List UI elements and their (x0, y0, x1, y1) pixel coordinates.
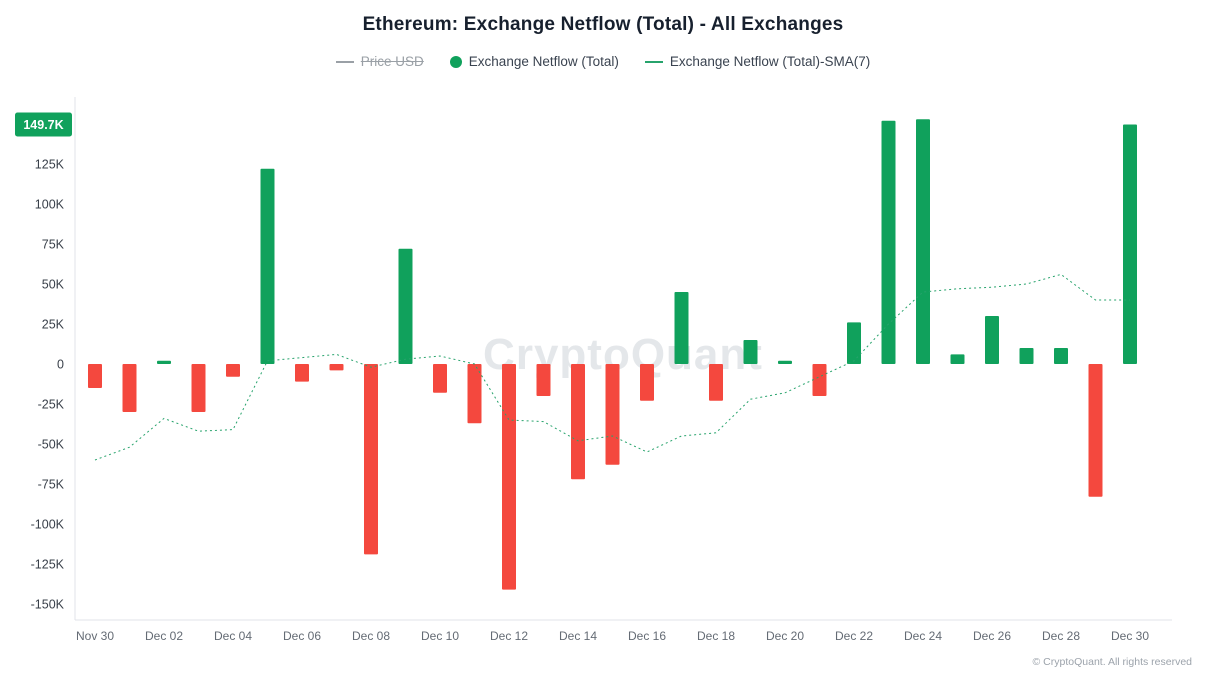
netflow-bar[interactable] (674, 292, 689, 364)
sma-line (94, 273, 1130, 461)
legend-label-sma: Exchange Netflow (Total)-SMA(7) (669, 54, 871, 69)
netflow-bar[interactable] (433, 364, 447, 393)
y-axis-labels: 125K 100K 75K 50K 25K 0 -25K -50K -75K -100K -125K… (31, 158, 65, 612)
y-tick-label: -150K (31, 598, 65, 612)
y-tick-label: 25K (42, 318, 65, 332)
x-tick-label: Dec 12 (490, 629, 528, 643)
y-tick-label: -50K (38, 438, 65, 452)
y-tick-label: -75K (38, 478, 65, 492)
netflow-dot-icon (449, 55, 462, 68)
netflow-bar[interactable] (881, 120, 896, 364)
chart-title: Ethereum: Exchange Netflow (Total) - All… (362, 14, 844, 35)
legend-label-price-usd: Price USD (360, 54, 424, 69)
netflow-bar[interactable] (329, 364, 344, 371)
x-tick-label: Dec 28 (1042, 629, 1080, 643)
legend-item-price-usd[interactable]: Price USD (335, 54, 424, 69)
netflow-bars (88, 119, 1137, 590)
x-tick-label: Dec 16 (628, 629, 666, 643)
netflow-bar[interactable] (536, 364, 551, 396)
x-tick-label: Nov 30 (76, 629, 114, 643)
netflow-bar[interactable] (467, 364, 482, 424)
y-tick-label: -25K (38, 398, 65, 412)
netflow-bar[interactable] (950, 354, 965, 364)
y-tick-label: 0 (57, 358, 64, 372)
netflow-bar[interactable] (260, 168, 275, 364)
legend-item-sma[interactable]: Exchange Netflow (Total)-SMA(7) (644, 54, 871, 69)
x-tick-label: Dec 26 (973, 629, 1011, 643)
badge-value: 149.7K (23, 118, 63, 132)
x-tick-label: Dec 04 (214, 629, 252, 643)
y-tick-label: 125K (35, 158, 65, 172)
netflow-bar[interactable] (571, 364, 585, 480)
sma-line-icon (644, 60, 663, 63)
x-tick-label: Dec 18 (697, 629, 735, 643)
netflow-bar[interactable] (985, 316, 999, 364)
badge-background (15, 112, 72, 137)
latest-value-badge: 149.7K (15, 112, 72, 137)
x-axis-labels: Nov 30 Dec 02 Dec 04 Dec 06 Dec 08 Dec 10 Dec … (76, 629, 1149, 643)
netflow-bar[interactable] (743, 340, 758, 364)
x-tick-label: Dec 24 (904, 629, 942, 643)
netflow-bar[interactable] (502, 364, 516, 590)
x-tick-label: Dec 10 (421, 629, 459, 643)
x-tick-label: Dec 02 (145, 629, 183, 643)
x-tick-label: Dec 08 (352, 629, 390, 643)
netflow-bar[interactable] (1088, 364, 1103, 497)
y-tick-label: -125K (31, 558, 65, 572)
netflow-bar[interactable] (88, 364, 102, 388)
netflow-bar[interactable] (709, 364, 723, 401)
x-tick-label: Dec 20 (766, 629, 804, 643)
copyright: © CryptoQuant. All rights reserved (1032, 656, 1192, 668)
netflow-bar[interactable] (847, 322, 861, 364)
netflow-bar[interactable] (916, 119, 930, 364)
netflow-bar[interactable] (122, 364, 137, 412)
price-usd-line-icon (335, 60, 354, 63)
netflow-bar[interactable] (1123, 124, 1137, 364)
y-tick-label: 100K (35, 198, 65, 212)
netflow-bar[interactable] (364, 364, 378, 555)
legend-item-netflow[interactable]: Exchange Netflow (Total) (449, 54, 619, 69)
y-tick-label: -100K (31, 518, 65, 532)
x-tick-label: Dec 06 (283, 629, 321, 643)
x-tick-label: Dec 22 (835, 629, 873, 643)
x-tick-label: Dec 14 (559, 629, 597, 643)
netflow-bar[interactable] (226, 364, 240, 377)
netflow-bar[interactable] (295, 364, 309, 382)
netflow-bar[interactable] (1019, 348, 1034, 364)
y-tick-label: 50K (42, 278, 65, 292)
netflow-bar[interactable] (398, 248, 413, 364)
netflow-bar[interactable] (778, 360, 792, 364)
netflow-bar[interactable] (191, 364, 206, 412)
netflow-bar[interactable] (1054, 348, 1068, 364)
legend: Price USD Exchange Netflow (Total) Excha… (0, 54, 1206, 69)
netflow-bar[interactable] (812, 364, 827, 396)
axes (74, 97, 1172, 621)
netflow-bar[interactable] (157, 360, 171, 364)
netflow-bar[interactable] (605, 364, 620, 465)
netflow-bar[interactable] (640, 364, 654, 401)
y-tick-label: 75K (42, 238, 65, 252)
x-tick-label: Dec 30 (1111, 629, 1149, 643)
legend-label-netflow: Exchange Netflow (Total) (468, 54, 619, 69)
